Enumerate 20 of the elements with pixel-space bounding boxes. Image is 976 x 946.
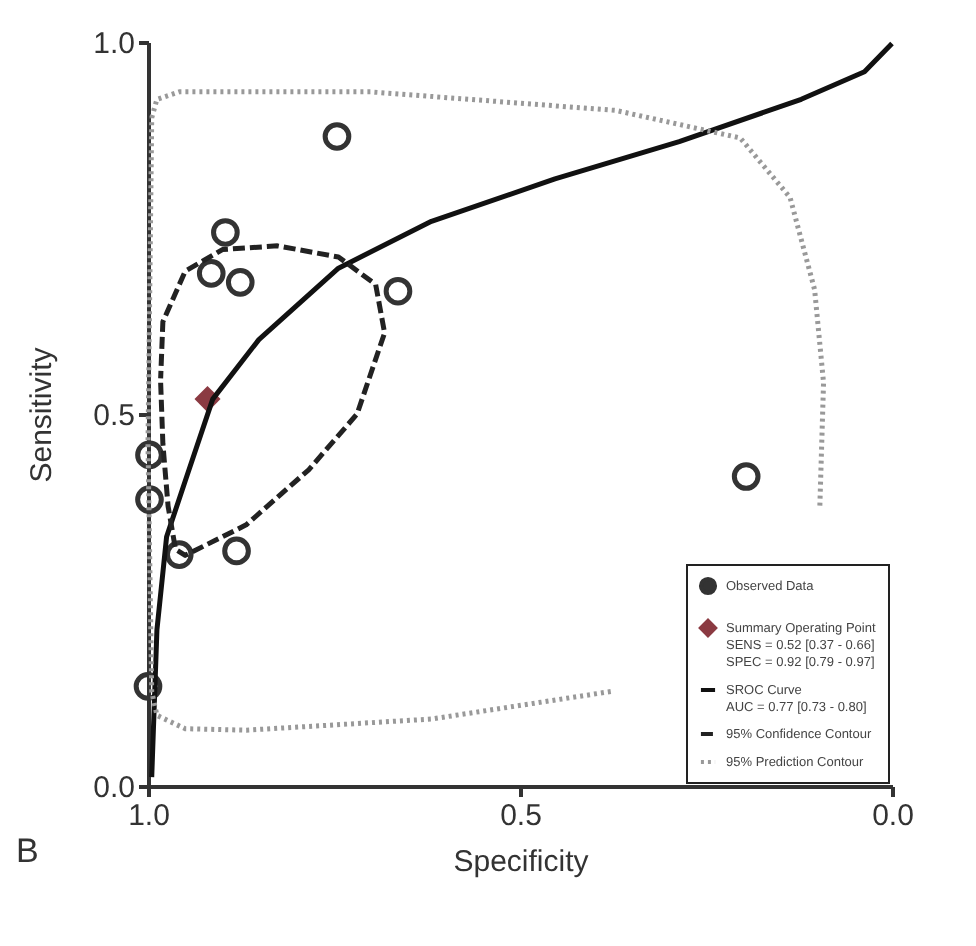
point bbox=[135, 485, 164, 514]
point bbox=[211, 218, 240, 247]
line-series bbox=[149, 40, 895, 780]
line-series bbox=[158, 243, 388, 558]
x-tick-label: 1.0 bbox=[128, 799, 170, 833]
y-axis-title: Sensitivity bbox=[25, 346, 60, 483]
point bbox=[225, 268, 255, 297]
point bbox=[164, 540, 194, 569]
y-tick-label: 0.0 bbox=[93, 771, 135, 805]
x-tick-label: 0.5 bbox=[500, 799, 542, 833]
point bbox=[731, 462, 761, 491]
y-tick-label: 0.5 bbox=[93, 399, 135, 433]
x-axis-title: Specificity bbox=[453, 845, 590, 879]
point bbox=[322, 122, 352, 151]
point bbox=[222, 536, 251, 566]
point bbox=[383, 276, 413, 306]
x-tick-label: 0.0 bbox=[872, 799, 914, 833]
text: B bbox=[16, 832, 39, 870]
point bbox=[196, 259, 226, 288]
y-tick-label: 1.0 bbox=[93, 27, 135, 61]
